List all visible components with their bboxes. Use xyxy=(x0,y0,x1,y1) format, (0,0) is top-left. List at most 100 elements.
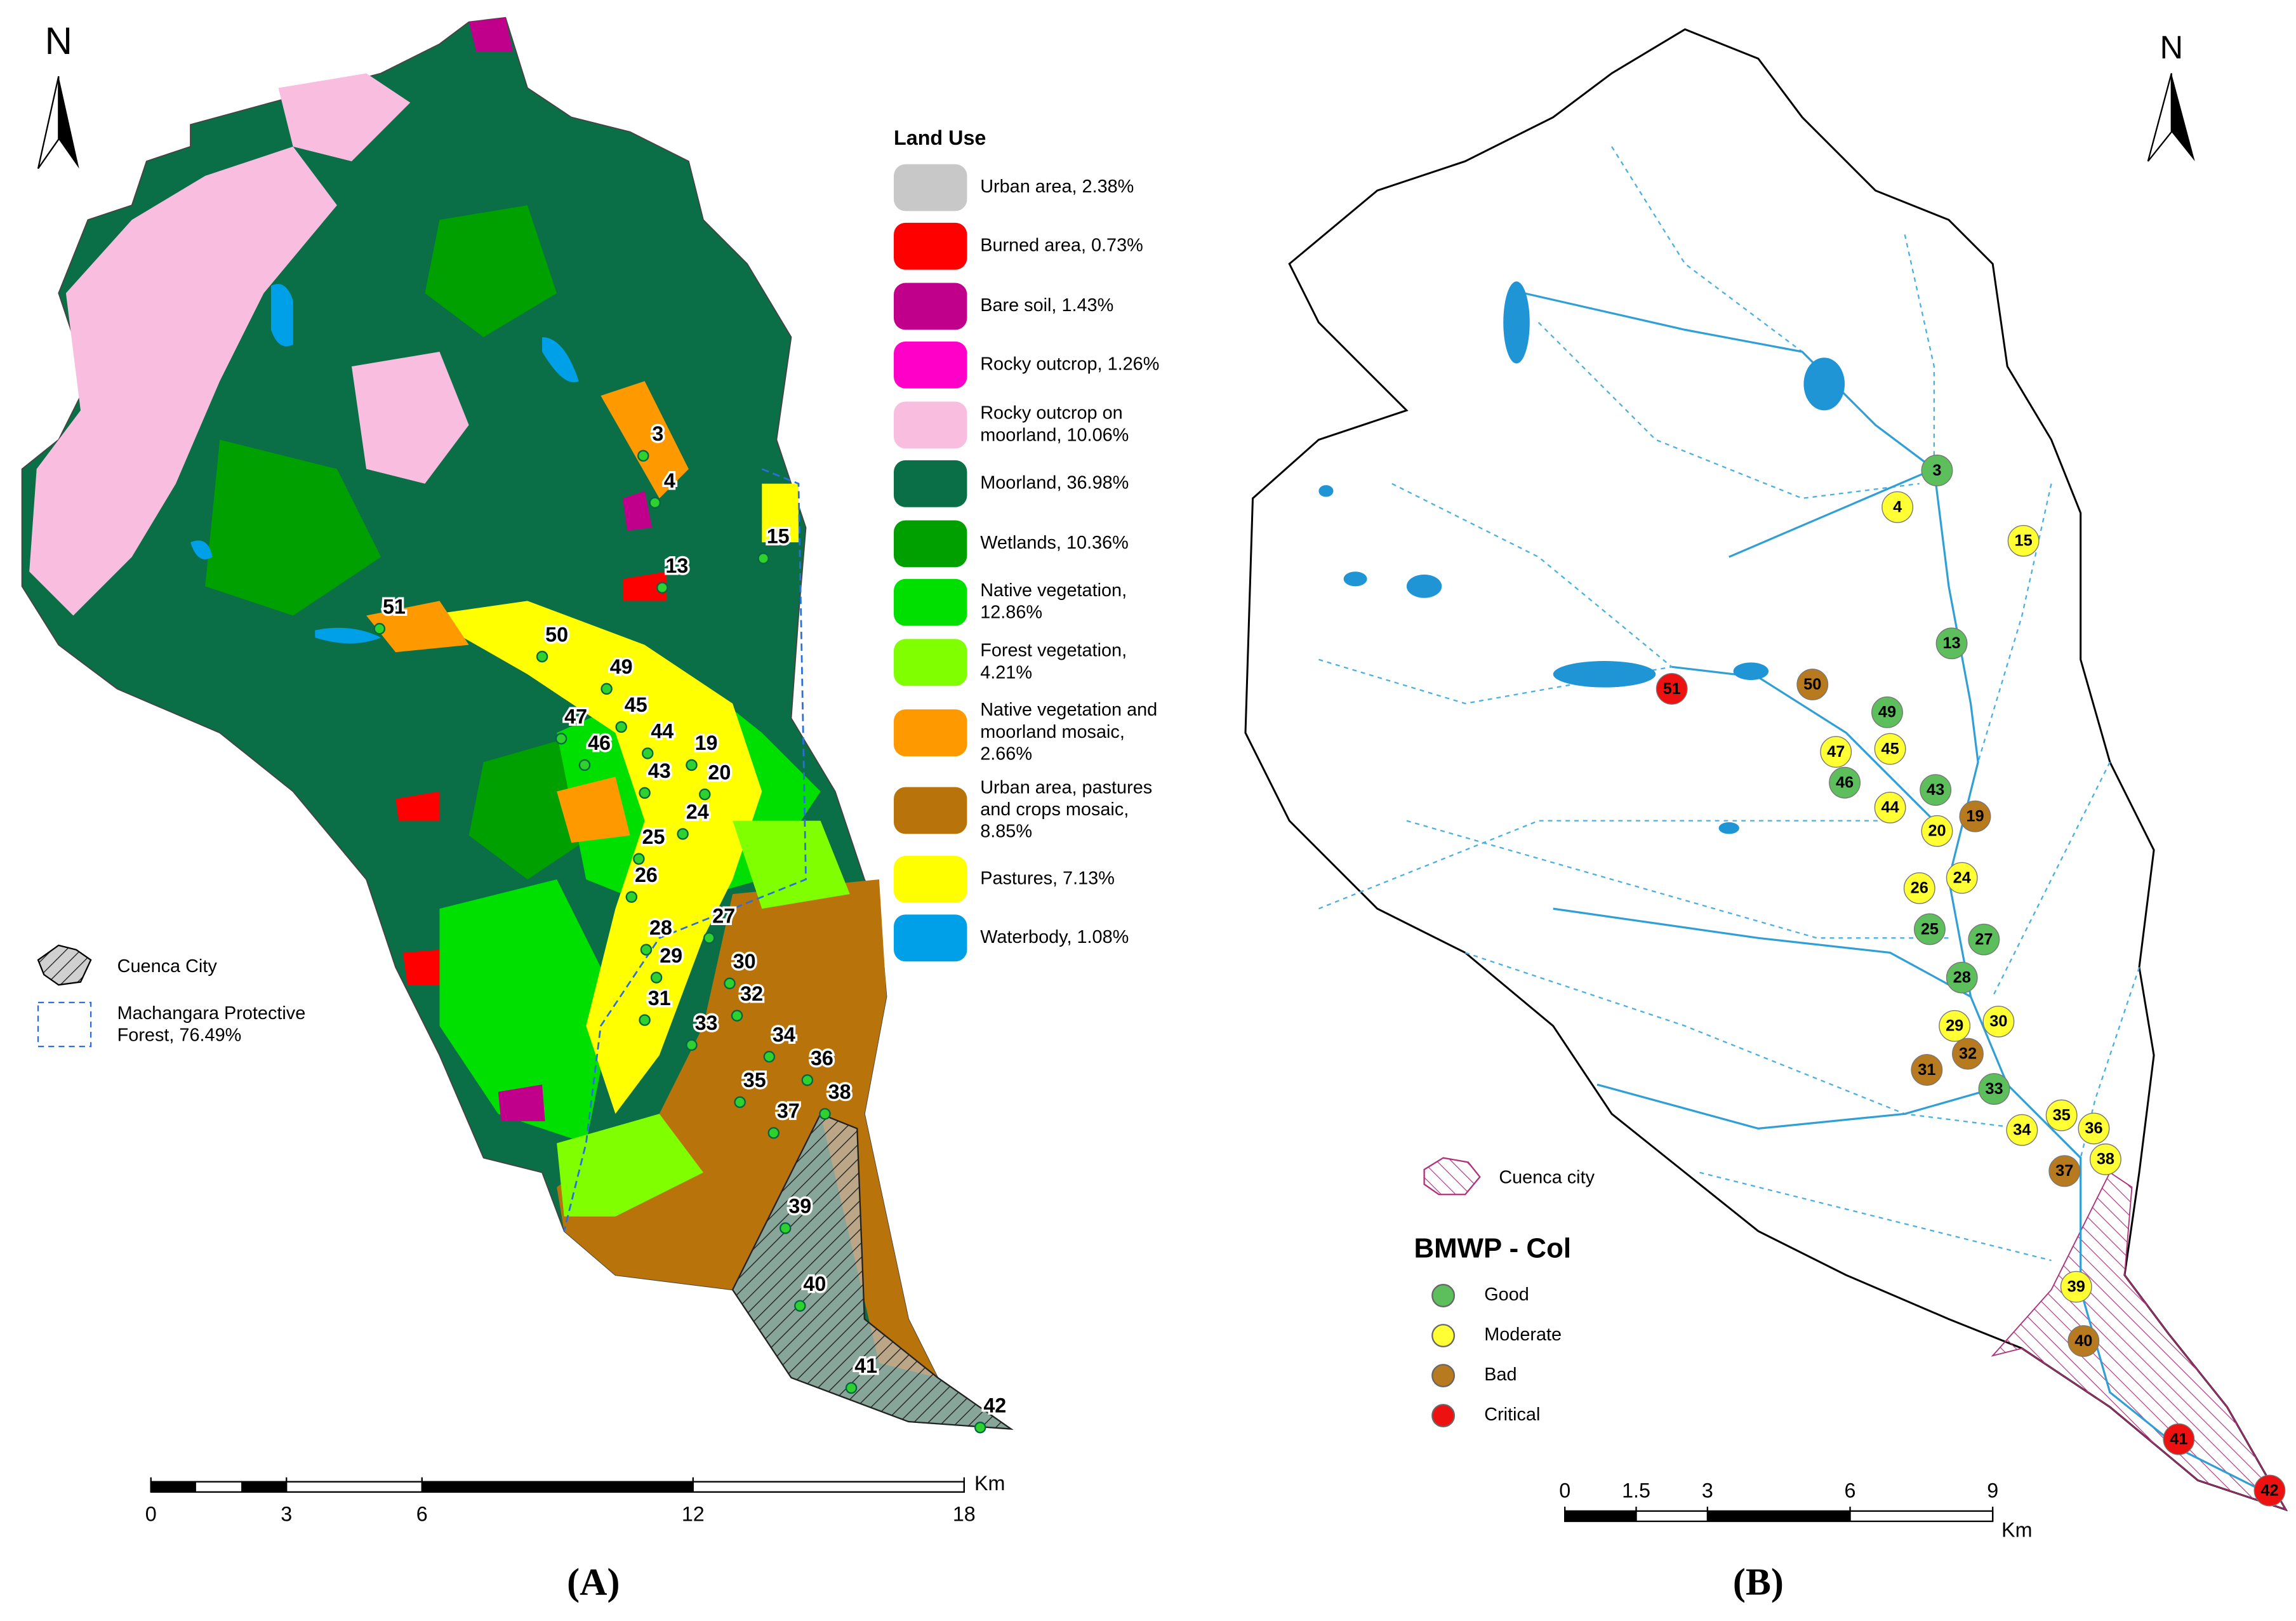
station-point xyxy=(686,1039,698,1051)
station-point xyxy=(373,623,386,635)
station-label: 13 xyxy=(1942,634,1960,652)
legend-label: Rocky outcrop, 1.26% xyxy=(980,354,1159,374)
cuenca-city-a xyxy=(731,1112,1014,1431)
station-marker xyxy=(1935,627,1968,660)
station-marker xyxy=(1968,923,2000,956)
station-marker xyxy=(1978,1073,2010,1105)
panel-a-map xyxy=(21,17,1014,1431)
station-point xyxy=(974,1422,986,1434)
scale-label: 3 xyxy=(1702,1479,1713,1502)
station-label: 45 xyxy=(1881,740,1899,757)
station-label: 41 xyxy=(2170,1431,2187,1448)
station-point xyxy=(779,1222,792,1234)
forest-veg xyxy=(557,820,850,1217)
station-label: 29 xyxy=(660,944,682,967)
station-label: 20 xyxy=(708,761,731,784)
station-marker xyxy=(2006,1114,2038,1146)
station-point xyxy=(637,450,649,462)
station-point xyxy=(801,1074,814,1086)
station-label: 39 xyxy=(2067,1278,2085,1296)
orange-mosaic xyxy=(366,381,689,843)
station-marker xyxy=(1656,672,1688,705)
station-marker xyxy=(2078,1112,2110,1145)
legend-title: Land Use xyxy=(894,126,986,149)
station-label: 46 xyxy=(1836,774,1854,792)
station-point xyxy=(625,891,638,903)
station-label: 24 xyxy=(1953,869,1971,887)
legend-swatch xyxy=(894,164,967,211)
north-arrow-a xyxy=(37,76,79,170)
legend-swatch xyxy=(1431,1284,1456,1307)
station-point xyxy=(763,1051,776,1063)
station-label: 32 xyxy=(740,982,763,1005)
legend-label: moorland mosaic, xyxy=(980,722,1125,742)
legend-swatch xyxy=(894,639,967,686)
legend-label: Forest, 76.49% xyxy=(117,1025,242,1046)
station-point xyxy=(615,721,627,733)
station-label: 15 xyxy=(767,525,790,548)
station-label: 34 xyxy=(2013,1121,2031,1139)
station-label: 31 xyxy=(1918,1061,1935,1079)
north-label: N xyxy=(45,20,72,62)
scale-bar-segment xyxy=(150,1481,196,1492)
station-label: 43 xyxy=(648,759,671,782)
station-label: 28 xyxy=(1953,968,1971,986)
scale-bar-segment xyxy=(1707,1511,1850,1521)
station-marker xyxy=(2090,1143,2121,1175)
station-label: 36 xyxy=(2085,1119,2102,1137)
station-point xyxy=(731,1010,743,1022)
station-label: 39 xyxy=(788,1195,811,1218)
cuenca-city-b xyxy=(1991,1171,2287,1511)
legend-label: 12.86% xyxy=(980,603,1042,623)
scale-label: 0 xyxy=(1559,1479,1570,1502)
scale-label: 6 xyxy=(416,1502,428,1525)
legend-swatch xyxy=(894,283,967,330)
station-label: 50 xyxy=(1803,676,1821,693)
station-point xyxy=(794,1300,806,1312)
legend-label: Native vegetation and xyxy=(980,700,1157,720)
legend-label: Pastures, 7.13% xyxy=(980,869,1115,889)
station-label: 29 xyxy=(1946,1017,1963,1035)
station-point xyxy=(677,828,689,840)
station-point xyxy=(642,747,654,759)
station-label: 36 xyxy=(811,1046,833,1069)
station-point xyxy=(649,497,661,509)
station-point xyxy=(639,787,651,799)
station-label: 26 xyxy=(1911,879,1928,897)
station-label: 38 xyxy=(2097,1151,2114,1168)
station-label: 40 xyxy=(803,1272,826,1295)
station-label: 33 xyxy=(695,1011,718,1034)
station-point xyxy=(699,788,711,801)
station-point xyxy=(639,1014,651,1026)
station-point xyxy=(601,683,613,695)
legend-swatch xyxy=(894,856,967,903)
station-label: 42 xyxy=(983,1394,1006,1417)
station-marker xyxy=(1959,800,1991,832)
station-marker xyxy=(1952,1037,1984,1070)
city-icon-b xyxy=(1423,1157,1481,1196)
scale-label: 6 xyxy=(1845,1479,1856,1502)
legend-swatch xyxy=(894,709,967,757)
station-label: 46 xyxy=(588,731,611,754)
scale-label: 3 xyxy=(281,1502,292,1525)
pastures xyxy=(425,483,799,1114)
legend-label: Critical xyxy=(1484,1404,1540,1425)
station-label: 3 xyxy=(652,422,663,445)
legend-label: Urban area, pastures xyxy=(980,778,1152,798)
station-point xyxy=(819,1108,831,1120)
station-label: 30 xyxy=(1989,1013,2007,1031)
station-point xyxy=(656,582,668,594)
station-label: 38 xyxy=(828,1081,851,1104)
scale-unit: Km xyxy=(2001,1519,2032,1542)
legend-label: Cuenca city xyxy=(1499,1167,1595,1187)
legend-label: Moderate xyxy=(1484,1324,1562,1345)
caption: (B) xyxy=(1733,1561,1784,1603)
station-label: 31 xyxy=(648,987,671,1010)
legend-label: Waterbody, 1.08% xyxy=(980,927,1129,947)
station-label: 40 xyxy=(2074,1332,2092,1350)
station-label: 44 xyxy=(651,720,674,743)
station-label: 34 xyxy=(773,1023,795,1046)
scale-bar-segment xyxy=(1565,1511,1636,1521)
station-label: 45 xyxy=(625,693,647,716)
city-icon-a xyxy=(37,944,92,986)
